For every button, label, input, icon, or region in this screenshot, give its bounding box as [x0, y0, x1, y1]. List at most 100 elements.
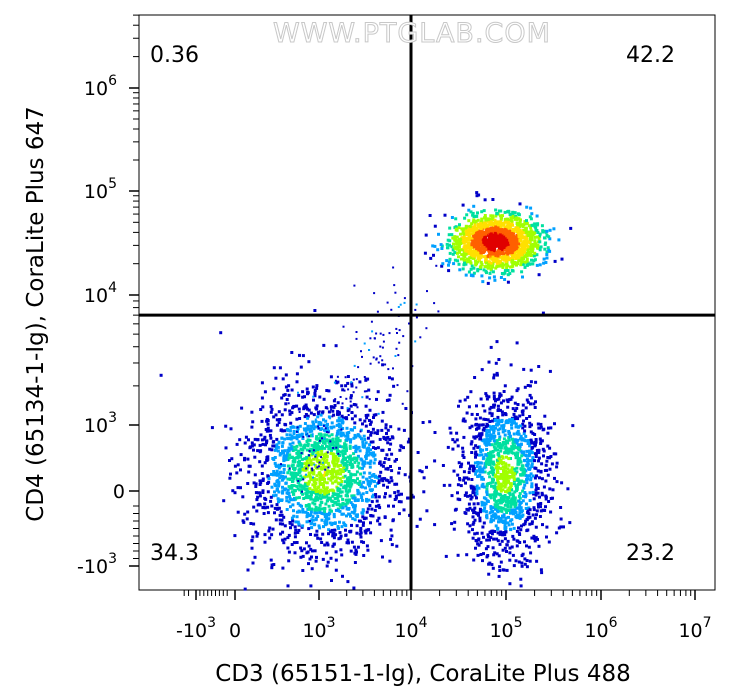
event-dot — [498, 501, 502, 505]
event-dot — [472, 204, 476, 208]
event-dot — [464, 233, 468, 236]
event-dot — [470, 440, 474, 444]
event-dot — [515, 253, 519, 257]
event-dot — [508, 469, 512, 473]
event-dot — [279, 510, 283, 514]
event-dot — [371, 474, 374, 478]
event-dot — [330, 433, 334, 437]
event-dot — [332, 425, 336, 429]
event-dot — [390, 543, 394, 547]
event-dot — [522, 467, 526, 471]
event-dot — [301, 508, 305, 511]
event-dot — [528, 449, 531, 453]
event-dot — [473, 452, 477, 456]
event-dot — [450, 216, 454, 219]
event-dot — [542, 454, 545, 458]
event-dot — [471, 213, 475, 217]
event-dot — [485, 484, 489, 488]
event-dot — [393, 284, 396, 287]
event-dot — [318, 453, 322, 457]
event-dot — [491, 509, 495, 513]
event-dot — [348, 444, 352, 448]
event-dot — [456, 259, 460, 263]
event-dot — [494, 507, 497, 511]
event-dot — [520, 450, 524, 454]
event-dot — [368, 462, 372, 465]
event-dot — [473, 493, 477, 497]
event-dot — [344, 416, 348, 420]
event-dot — [331, 474, 335, 478]
event-dot — [522, 248, 525, 252]
event-dot — [334, 558, 338, 562]
event-dot — [308, 435, 311, 438]
event-dot — [493, 484, 496, 488]
event-dot — [339, 425, 343, 429]
event-dot — [375, 397, 378, 401]
y-tick-label: 0 — [113, 481, 125, 503]
event-dot — [331, 534, 335, 538]
event-dot — [463, 261, 466, 265]
event-dot — [520, 561, 524, 565]
event-dot — [489, 425, 493, 429]
event-dot — [478, 416, 482, 420]
event-dot — [559, 517, 563, 521]
y-tick-label: -103 — [77, 551, 117, 578]
event-dot — [349, 474, 353, 478]
event-dot — [394, 291, 397, 294]
event-dot — [332, 515, 336, 519]
event-dot — [489, 434, 493, 438]
event-dot — [389, 465, 392, 468]
event-dot — [512, 254, 516, 258]
event-dot — [553, 259, 557, 263]
event-dot — [472, 467, 476, 470]
event-dot — [491, 270, 495, 274]
event-dot — [518, 496, 522, 500]
event-dot — [489, 505, 493, 509]
quadrant-upper-left-percent: 0.36 — [150, 43, 199, 68]
event-dot — [467, 236, 471, 240]
event-dot — [252, 505, 256, 509]
event-dot — [311, 515, 315, 519]
event-dot — [351, 428, 354, 432]
event-dot — [521, 413, 525, 417]
event-dot — [521, 552, 525, 556]
event-dot — [496, 448, 500, 452]
event-dot — [522, 480, 526, 484]
event-dot — [534, 483, 538, 487]
event-dot — [321, 493, 325, 497]
event-dot — [368, 419, 371, 422]
event-dot — [518, 502, 522, 505]
event-dot — [513, 505, 517, 509]
event-dot — [296, 455, 300, 459]
event-dot — [360, 437, 363, 441]
event-dot — [511, 256, 514, 260]
event-dot — [292, 476, 296, 480]
event-dot — [301, 437, 305, 440]
event-dot — [250, 546, 254, 550]
event-dot — [510, 447, 514, 451]
event-dot — [525, 474, 529, 478]
event-dot — [305, 493, 309, 497]
event-dot — [477, 453, 481, 457]
event-dot — [320, 511, 324, 515]
event-dot — [288, 497, 292, 501]
event-dot — [258, 494, 262, 498]
event-dot — [378, 522, 382, 526]
event-dot — [345, 514, 348, 518]
event-dot — [485, 538, 489, 542]
event-dot — [489, 536, 493, 540]
event-dot — [383, 515, 387, 519]
event-dot — [479, 450, 483, 454]
event-dot — [287, 384, 291, 388]
event-dot — [342, 325, 345, 328]
event-dot — [326, 407, 329, 410]
event-dot — [505, 568, 509, 572]
event-dot — [505, 217, 509, 221]
event-dot — [495, 398, 499, 402]
event-dot — [538, 476, 541, 480]
event-dot — [511, 534, 515, 538]
event-dot — [275, 423, 279, 427]
event-dot — [273, 490, 276, 494]
event-dot — [263, 435, 267, 439]
event-dot — [384, 363, 387, 366]
